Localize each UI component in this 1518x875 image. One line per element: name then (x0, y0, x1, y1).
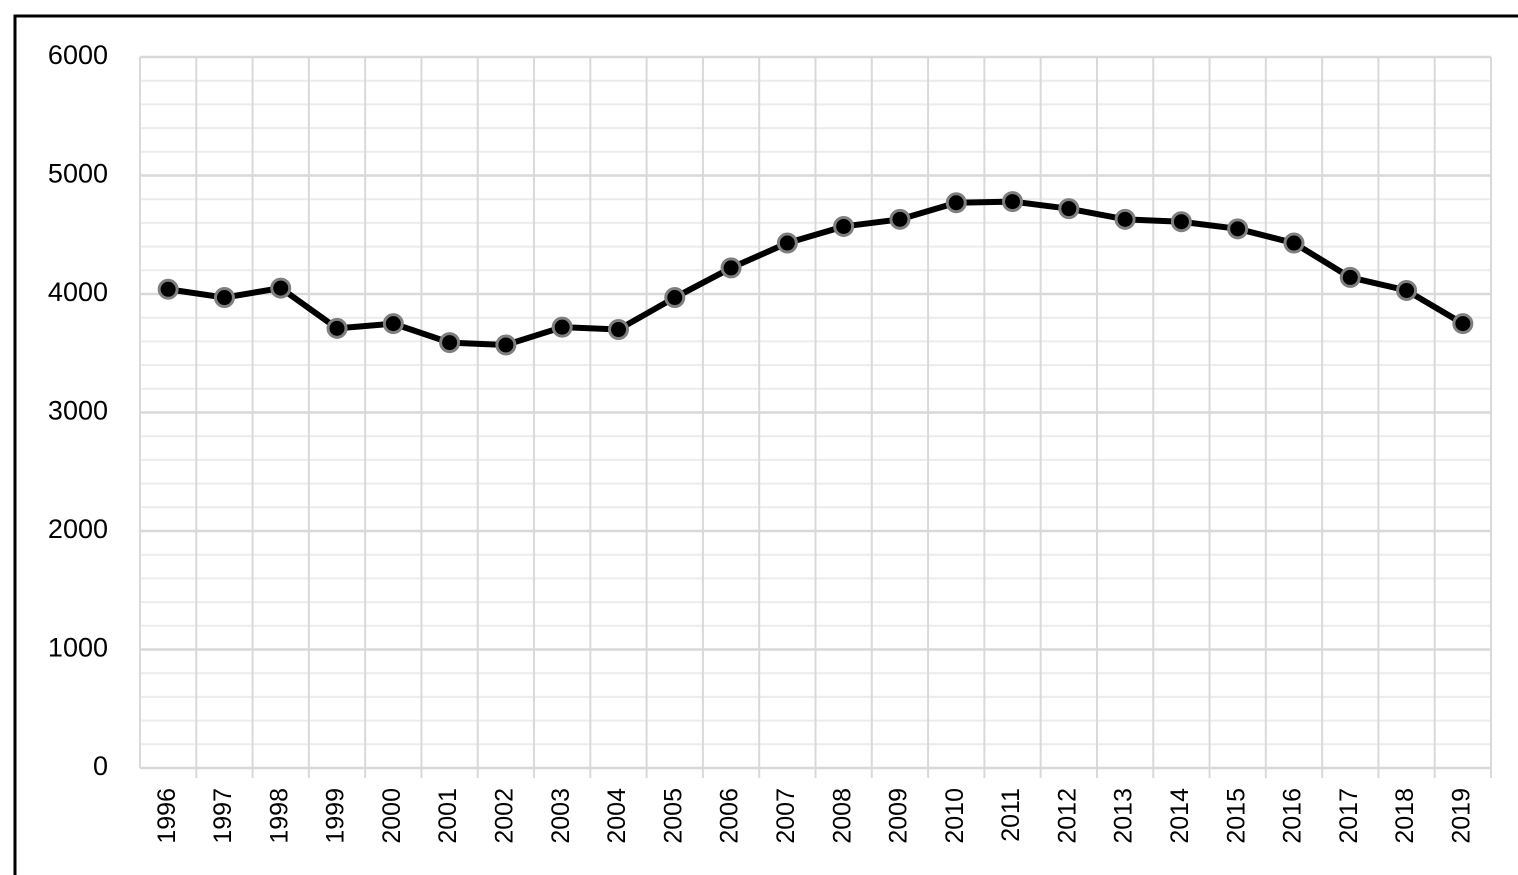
x-tick-label: 2010 (941, 788, 969, 844)
x-tick-label: 2000 (378, 788, 406, 844)
point (1283, 232, 1305, 254)
x-tick-label: 2013 (1110, 788, 1138, 844)
x-tick-label: 2018 (1391, 788, 1419, 844)
point (664, 287, 686, 309)
y-tick-label: 0 (93, 751, 108, 781)
point (1452, 313, 1474, 335)
point (1114, 208, 1136, 230)
point (720, 257, 742, 279)
point (889, 208, 911, 230)
x-tick-label: 2014 (1166, 788, 1194, 844)
point (213, 287, 235, 309)
y-tick-label: 4000 (48, 277, 108, 307)
point (1002, 191, 1024, 213)
point (1339, 266, 1361, 288)
y-tick-label: 6000 (48, 40, 108, 70)
point (270, 277, 292, 299)
point (495, 334, 517, 356)
point (1396, 279, 1418, 301)
y-tick-label: 2000 (48, 514, 108, 544)
x-tick-label: 2001 (434, 788, 462, 844)
point (326, 317, 348, 339)
point (833, 215, 855, 237)
grid: 0 1000 2000 3000 4000 5000 6000 1996 1997 1998 199… (48, 40, 1492, 844)
point (439, 332, 461, 354)
x-tick-label: 2017 (1335, 788, 1363, 844)
x-tick-label: 2002 (491, 788, 519, 844)
x-tick-label: 2003 (547, 788, 575, 844)
x-tick-label: 2004 (603, 788, 631, 844)
x-tick-label: 2009 (885, 788, 913, 844)
x-tick-label: 2006 (716, 788, 744, 844)
x-tick-label: 1996 (153, 788, 181, 844)
x-tick-label: 2012 (1053, 788, 1081, 844)
point (776, 232, 798, 254)
x-tick-label: 2016 (1279, 788, 1307, 844)
point (157, 278, 179, 300)
x-tick-label: 2015 (1222, 788, 1250, 844)
x-tick-label: 2007 (772, 788, 800, 844)
plot (157, 191, 1474, 356)
x-tick-label: 1999 (322, 788, 350, 844)
point (945, 192, 967, 214)
x-tick-label: 2008 (828, 788, 856, 844)
point (1227, 218, 1249, 240)
point (1058, 198, 1080, 220)
x-tick-label: 1997 (209, 788, 237, 844)
y-tick-label: 1000 (48, 633, 108, 663)
y-tick-label: 5000 (48, 159, 108, 189)
y-tick-label: 3000 (48, 396, 108, 426)
x-tick-label: 2019 (1447, 788, 1475, 844)
x-tick-label: 1998 (265, 788, 293, 844)
point (1170, 211, 1192, 233)
x-tick-label: 2011 (997, 788, 1025, 842)
point (551, 316, 573, 338)
point (382, 313, 404, 335)
x-tick-label: 2005 (659, 788, 687, 844)
point (607, 319, 629, 341)
chart-frame (13, 14, 1518, 875)
